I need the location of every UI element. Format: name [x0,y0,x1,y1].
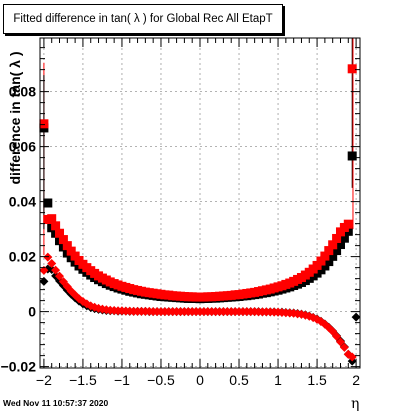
data-point-square [51,221,61,231]
data-point-diamond [332,331,342,341]
data-point-square [335,240,345,250]
data-point-square [55,228,65,238]
y-tick-label: 0.04 [9,194,36,210]
data-point-square [328,240,338,250]
data-point-diamond [47,259,57,268]
x-tick-label: 1.5 [307,372,327,388]
data-point-diamond [351,312,361,322]
data-point-square [328,251,338,261]
data-point-square [62,241,72,251]
data-point-diamond [335,337,345,347]
x-tick-label: 0 [196,372,204,388]
data-point-diamond [55,271,65,281]
x-tick-label: 1 [274,372,282,388]
y-tick-label: 0 [28,304,36,320]
data-point-square [47,214,57,224]
y-axis-label: difference in tan( λ ) [7,51,23,185]
data-point-square [324,257,334,267]
data-point-square [324,246,334,256]
data-point-diamond [347,352,357,362]
y-tick-label: −0.02 [1,359,37,375]
x-axis-label: η [351,396,360,412]
data-point-square [43,198,53,208]
x-tick-label: −2 [36,372,52,388]
chart-title: Fitted difference in tan( λ ) for Global… [3,4,283,34]
x-tick-label: −1.5 [69,372,97,388]
data-point-square [316,256,326,266]
x-tick-label: −0.5 [147,372,175,388]
data-point-square [332,246,342,256]
data-point-square [343,219,353,229]
data-point-square [58,235,68,245]
y-tick-label: 0.02 [9,249,36,265]
y-tick-label: 0.06 [9,139,36,155]
data-point-square [347,151,357,161]
x-tick-label: 0.5 [229,372,249,388]
x-tick-label: −1 [114,372,130,388]
data-point-square [39,119,49,129]
data-point-square [320,251,330,261]
data-point-diamond [43,252,53,262]
data-point-square [66,246,76,256]
timestamp-footer: Wed Nov 11 10:57:37 2020 [3,398,109,408]
data-point-diamond [51,265,61,275]
data-point-square [332,233,342,243]
data-point-diamond [339,342,349,352]
data-point-square [347,64,357,74]
y-tick-label: 0.08 [9,84,36,100]
data-point-square [339,233,349,243]
x-tick-label: 2 [352,372,360,388]
